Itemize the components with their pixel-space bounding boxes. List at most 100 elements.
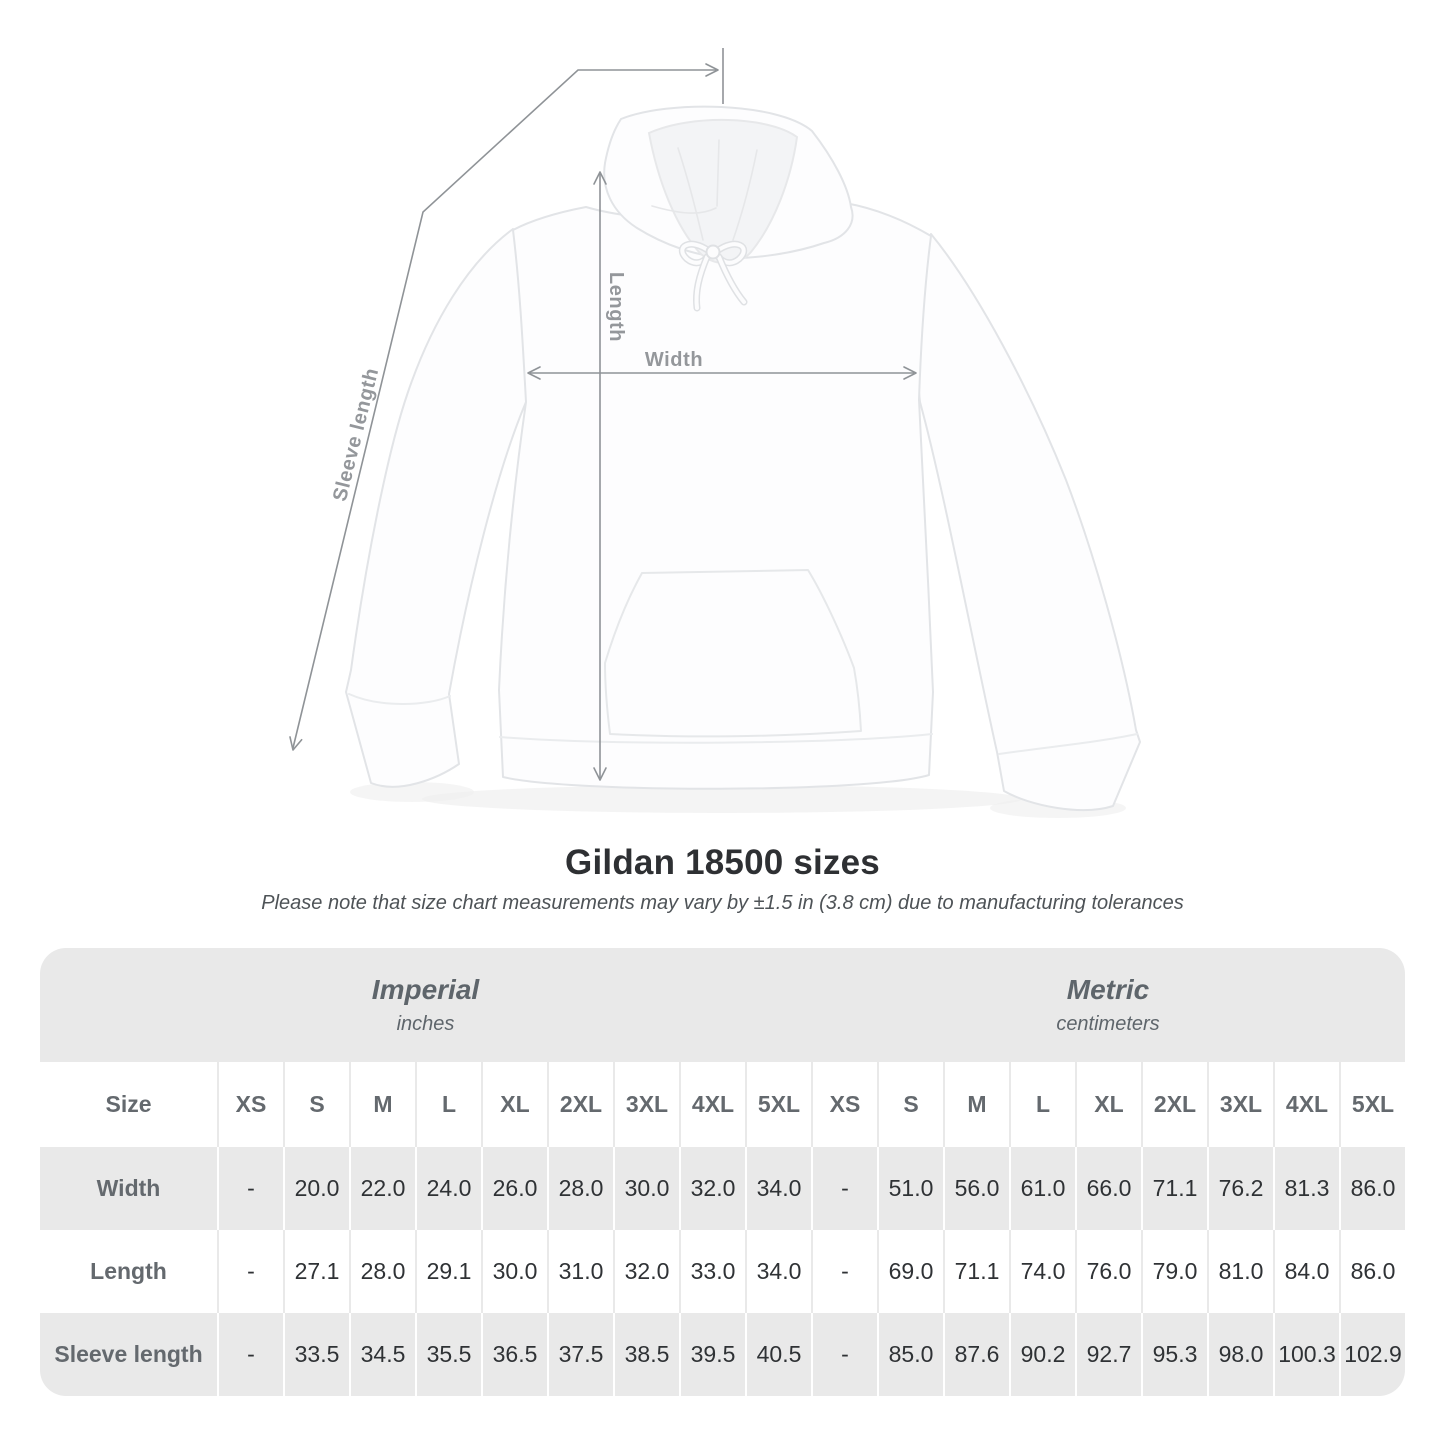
cell-length-metric-m: 71.1	[943, 1230, 1009, 1313]
width-arrowhead-right	[903, 366, 917, 380]
size-column-header-metric-s: S	[877, 1062, 943, 1147]
cell-sleeve-length-metric-3xl: 98.0	[1207, 1313, 1273, 1396]
size-column-header-imperial-m: M	[349, 1062, 415, 1147]
cell-length-metric-xs: -	[811, 1230, 877, 1313]
right-sleeve	[913, 233, 1141, 812]
cell-length-imperial-xl: 30.0	[481, 1230, 547, 1313]
size-column-header-metric-2xl: 2XL	[1141, 1062, 1207, 1147]
imperial-band-label: Imperial	[371, 974, 480, 1005]
tolerance-note: Please note that size chart measurements…	[261, 892, 1184, 914]
size-column-header-imperial-xs: XS	[217, 1062, 283, 1147]
row-label: Width	[40, 1147, 217, 1230]
size-column-header-imperial-2xl: 2XL	[547, 1062, 613, 1147]
cell-sleeve-length-imperial-s: 33.5	[283, 1313, 349, 1396]
size-column-header-metric-3xl: 3XL	[1207, 1062, 1273, 1147]
cell-width-imperial-5xl: 34.0	[745, 1147, 811, 1230]
imperial-band: Imperial inches	[40, 948, 811, 1062]
cell-length-metric-2xl: 79.0	[1141, 1230, 1207, 1313]
table-row-length: Length -27.1 28.0 29.1 30.0 31.0 32.0 33.0 34.0-…	[40, 1230, 1405, 1313]
cell-length-imperial-m: 28.0	[349, 1230, 415, 1313]
imperial-band-sublabel: inches	[396, 1013, 455, 1035]
cell-width-imperial-xs: -	[217, 1147, 283, 1230]
size-column-header-metric-5xl: 5XL	[1339, 1062, 1405, 1147]
length-arrowhead-bottom	[593, 767, 607, 781]
sleeve-length-arrowhead-right	[705, 63, 719, 77]
cell-length-metric-3xl: 81.0	[1207, 1230, 1273, 1313]
row-label: Sleeve length	[40, 1313, 217, 1396]
cell-sleeve-length-metric-xl: 92.7	[1075, 1313, 1141, 1396]
hoodie-measurement-diagram: Width Length Sleeve length	[289, 48, 1141, 813]
cell-sleeve-length-metric-xs: -	[811, 1313, 877, 1396]
cell-length-imperial-2xl: 31.0	[547, 1230, 613, 1313]
cell-width-imperial-l: 24.0	[415, 1147, 481, 1230]
size-column-header-imperial-3xl: 3XL	[613, 1062, 679, 1147]
size-column-header-metric-4xl: 4XL	[1273, 1062, 1339, 1147]
cell-sleeve-length-metric-4xl: 100.3	[1273, 1313, 1339, 1396]
hem-seam	[499, 733, 933, 744]
sleeve-length-measure-label: Sleeve length	[329, 366, 383, 504]
row-label: Length	[40, 1230, 217, 1313]
sleeve-length-arrowhead-bottom	[289, 736, 303, 751]
width-measure-label: Width	[645, 349, 703, 371]
cell-width-metric-l: 61.0	[1009, 1147, 1075, 1230]
cell-length-metric-l: 74.0	[1009, 1230, 1075, 1313]
drawstring-bow	[678, 240, 748, 312]
cell-length-imperial-l: 29.1	[415, 1230, 481, 1313]
cell-sleeve-length-imperial-l: 35.5	[415, 1313, 481, 1396]
width-arrowhead-left	[527, 366, 541, 380]
cell-width-metric-xs: -	[811, 1147, 877, 1230]
cell-sleeve-length-imperial-3xl: 38.5	[613, 1313, 679, 1396]
size-column-header-metric-xl: XL	[1075, 1062, 1141, 1147]
size-column-header: Size	[105, 1091, 152, 1117]
cell-sleeve-length-imperial-2xl: 37.5	[547, 1313, 613, 1396]
length-measure-label: Length	[605, 272, 627, 342]
cell-width-metric-4xl: 81.3	[1273, 1147, 1339, 1230]
cell-sleeve-length-metric-l: 90.2	[1009, 1313, 1075, 1396]
cell-sleeve-length-imperial-5xl: 40.5	[745, 1313, 811, 1396]
size-table-container: Imperial inches Metric centimeters Size …	[40, 948, 1405, 1396]
right-cuff-seam	[998, 733, 1138, 755]
cell-length-metric-s: 69.0	[877, 1230, 943, 1313]
cell-width-imperial-s: 20.0	[283, 1147, 349, 1230]
table-row-sleeve-length: Sleeve length -33.5 34.5 35.5 36.5 37.5 38.5 39…	[40, 1313, 1405, 1396]
cell-width-imperial-3xl: 30.0	[613, 1147, 679, 1230]
sleeve-length-measure-line	[292, 69, 716, 749]
cell-sleeve-length-imperial-xl: 36.5	[481, 1313, 547, 1396]
kangaroo-pocket	[604, 569, 862, 738]
cell-width-metric-xl: 66.0	[1075, 1147, 1141, 1230]
cell-sleeve-length-metric-s: 85.0	[877, 1313, 943, 1396]
metric-band-label: Metric	[1066, 974, 1150, 1005]
size-column-header-imperial-5xl: 5XL	[745, 1062, 811, 1147]
cell-sleeve-length-imperial-4xl: 39.5	[679, 1313, 745, 1396]
size-column-header-imperial-s: S	[283, 1062, 349, 1147]
size-table: Imperial inches Metric centimeters Size …	[40, 948, 1405, 1396]
size-column-header-metric-m: M	[943, 1062, 1009, 1147]
cell-width-metric-5xl: 86.0	[1339, 1147, 1405, 1230]
size-column-header-imperial-4xl: 4XL	[679, 1062, 745, 1147]
cell-length-metric-5xl: 86.0	[1339, 1230, 1405, 1313]
cell-width-imperial-m: 22.0	[349, 1147, 415, 1230]
hood-opening	[647, 118, 799, 265]
cell-length-metric-4xl: 84.0	[1273, 1230, 1339, 1313]
length-arrowhead-top	[593, 171, 607, 185]
size-column-header-metric-xs: XS	[811, 1062, 877, 1147]
hood-center-seam	[716, 139, 720, 207]
metric-band: Metric centimeters	[811, 948, 1405, 1062]
cell-length-metric-xl: 76.0	[1075, 1230, 1141, 1313]
cell-sleeve-length-imperial-xs: -	[217, 1313, 283, 1396]
size-column-header-imperial-l: L	[415, 1062, 481, 1147]
hood-inner-fold-left	[677, 147, 704, 241]
size-column-header-metric-l: L	[1009, 1062, 1075, 1147]
size-column-header-imperial-xl: XL	[481, 1062, 547, 1147]
cell-width-imperial-2xl: 28.0	[547, 1147, 613, 1230]
cell-length-imperial-4xl: 33.0	[679, 1230, 745, 1313]
cell-width-metric-m: 56.0	[943, 1147, 1009, 1230]
cell-length-imperial-5xl: 34.0	[745, 1230, 811, 1313]
cell-length-imperial-3xl: 32.0	[613, 1230, 679, 1313]
left-cuff-seam	[348, 693, 451, 705]
hood-cross-seam	[651, 205, 717, 214]
cell-sleeve-length-metric-5xl: 102.9	[1339, 1313, 1405, 1396]
heading: Gildan 18500 sizes Please note that size…	[0, 843, 1445, 915]
cell-width-imperial-xl: 26.0	[481, 1147, 547, 1230]
